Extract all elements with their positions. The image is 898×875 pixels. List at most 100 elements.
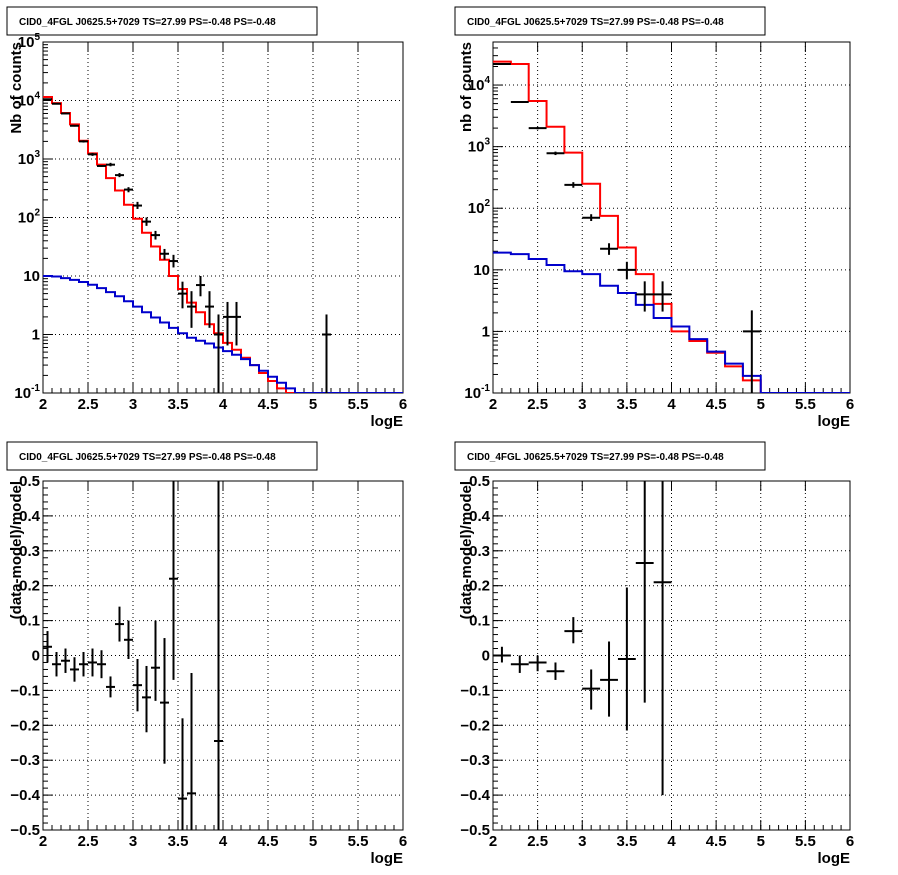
y-tick-label: 105 [18,32,41,51]
data-point [205,291,214,328]
chart-title: CID0_4FGL J0625.5+7029 TS=27.99 PS=-0.48… [467,452,724,463]
x-tick-label: 2 [39,396,47,413]
x-tick-label: 3.5 [616,833,637,850]
data-point [79,652,88,677]
y-tick-label: 104 [468,75,491,94]
step-series-2 [493,251,850,393]
data-point [142,217,151,226]
x-tick-label: 4.5 [258,396,279,413]
x-tick-label: 3.5 [168,396,189,413]
y-tick-label: 102 [468,198,491,217]
y-axis-title: Nb of counts [8,42,25,134]
y-tick-label: 0.5 [19,473,40,490]
x-tick-label: 2 [489,833,497,850]
y-tick-label: 0 [32,648,40,665]
data-point [600,641,618,717]
data-point [88,152,97,156]
y-tick-label: −0.3 [460,752,490,769]
y-tick-label: 103 [18,149,41,168]
y-tick-label: −0.3 [10,752,40,769]
y-tick-label: 0.2 [19,578,40,595]
data-point [528,126,547,130]
y-tick-label: 0.1 [19,613,40,630]
data-point [600,243,618,255]
x-tick-label: 3.5 [168,833,189,850]
y-tick-label: 0.3 [469,543,490,560]
x-tick-label: 3 [578,396,586,413]
data-point [97,650,106,679]
data-point [133,658,142,712]
data-point [97,164,106,167]
x-tick-label: 2.5 [527,396,548,413]
x-axis-title: logE [371,413,404,430]
data-point [142,665,151,733]
chart-panel-3: CID0_4FGL J0625.5+7029 TS=27.99 PS=-0.48… [6,441,407,867]
data-layer [43,481,223,830]
data-point [196,276,205,297]
data-point [61,648,70,673]
data-point [124,620,133,659]
data-point [510,655,529,673]
x-tick-label: 3 [578,833,586,850]
x-axis-title: logE [818,850,851,867]
y-tick-label: 10 [473,262,490,279]
chart-title: CID0_4FGL J0625.5+7029 TS=27.99 PS=-0.48… [19,17,276,28]
data-point [115,173,124,178]
data-layer [43,95,403,393]
data-point [564,182,583,188]
y-tick-label: 10-1 [464,383,490,402]
y-tick-label: 0.3 [19,543,40,560]
x-axis-title: logE [818,413,851,430]
step-series-1 [493,60,850,393]
title-box [454,441,766,471]
data-point [52,102,61,105]
x-tick-label: 5.5 [348,396,369,413]
y-tick-label: 102 [18,208,41,227]
data-point [70,124,79,127]
data-point [582,669,601,710]
chart-title: CID0_4FGL J0625.5+7029 TS=27.99 PS=-0.48… [467,17,724,28]
data-point [232,301,241,346]
y-tick-label: −0.1 [460,682,490,699]
x-tick-label: 2.5 [527,833,548,850]
data-point [187,291,196,328]
y-tick-label: −0.4 [10,787,40,804]
x-tick-label: 2 [489,396,497,413]
data-point [43,98,52,101]
x-tick-label: 3 [129,833,137,850]
data-point [133,201,142,209]
y-tick-label: 0.1 [469,613,490,630]
data-point [582,214,601,222]
x-tick-label: 4 [219,396,228,413]
data-point [223,301,232,346]
y-tick-label: 104 [18,91,41,110]
title-box [6,6,318,36]
y-tick-label: −0.5 [460,822,490,839]
data-point [214,481,223,830]
title-box [6,441,318,471]
x-tick-label: 5.5 [348,833,369,850]
data-point [124,187,133,193]
x-tick-label: 5 [757,833,765,850]
data-point [178,281,187,309]
y-axis-title: (data-model)/model [8,481,25,619]
data-point [742,310,761,393]
data-point [493,646,511,663]
y-tick-label: 0.5 [469,473,490,490]
x-tick-label: 4 [219,833,228,850]
x-tick-label: 2.5 [78,833,99,850]
y-tick-label: 1 [32,327,40,344]
data-point [187,672,196,830]
data-point [617,261,636,280]
data-point [617,587,636,731]
y-tick-label: 103 [468,137,491,156]
data-point [61,112,70,115]
x-tick-label: 2 [39,833,47,850]
y-tick-label: −0.2 [460,717,490,734]
y-tick-label: 10 [23,268,40,285]
y-tick-label: 1 [482,323,490,340]
data-point [88,648,97,677]
chart-panel-1: CID0_4FGL J0625.5+7029 TS=27.99 PS=-0.48… [6,6,407,430]
data-point [635,481,654,703]
data-point [169,254,178,268]
